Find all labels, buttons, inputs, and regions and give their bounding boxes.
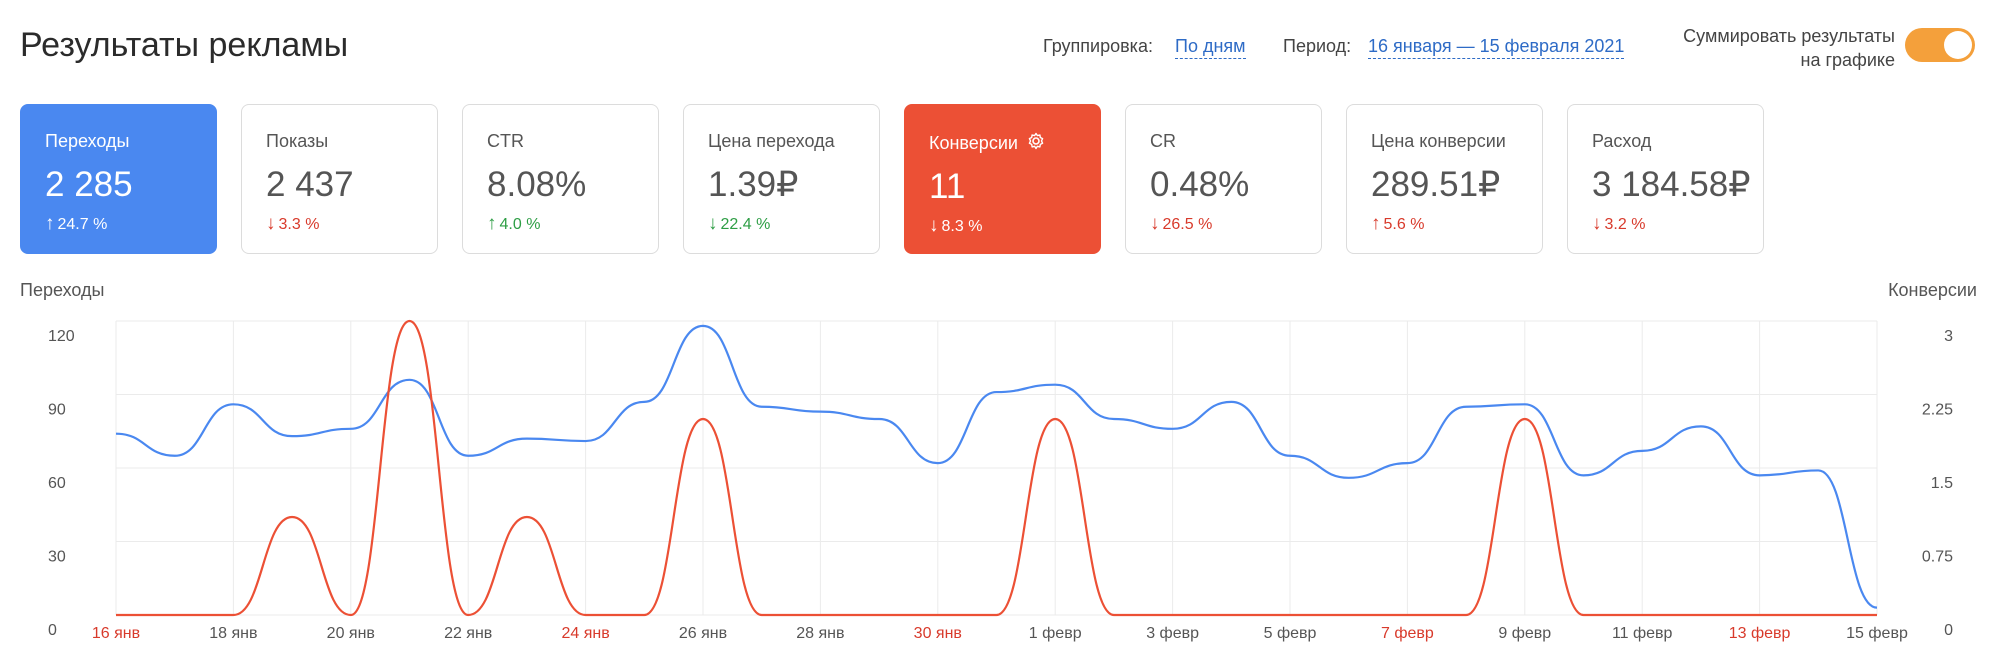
x-tick-label: 1 февр <box>1029 625 1082 642</box>
card-change-value: 3.3 % <box>278 216 320 233</box>
y-tick-left: 0 <box>48 622 57 639</box>
card-change: ↓ 22.4 % <box>708 213 879 234</box>
card-value: 0.48% <box>1150 165 1250 204</box>
x-tick-label: 15 февр <box>1846 625 1908 642</box>
card-ctr[interactable]: CTR 8.08% ↑ 4.0 % <box>462 104 659 254</box>
x-tick-label: 7 февр <box>1381 625 1434 642</box>
left-axis-title: Переходы <box>20 280 105 300</box>
arrow-down-icon: ↓ <box>929 215 939 236</box>
header-controls: Группировка: По дням Период: 16 января —… <box>0 32 1999 62</box>
gear-icon[interactable] <box>1026 131 1046 151</box>
x-tick-label: 9 февр <box>1498 625 1551 642</box>
card-change: ↓ 8.3 % <box>929 215 1100 236</box>
card-value: 8.08% <box>487 165 587 204</box>
summarize-label: Суммировать результаты на графике <box>1635 24 1895 72</box>
x-tick-label: 18 янв <box>209 625 257 642</box>
card-conversions[interactable]: Конверсии 11 ↓ 8.3 % <box>904 104 1101 254</box>
results-chart: 0 30 60 90 120 0 0.75 1.5 2.25 3 16 янв 18 янв 20 ян… <box>48 319 1953 642</box>
card-change-value: 8.3 % <box>941 218 983 235</box>
card-label: Показы <box>266 131 329 151</box>
card-cr[interactable]: CR 0.48% ↓ 26.5 % <box>1125 104 1322 254</box>
card-change-value: 24.7 % <box>57 216 108 233</box>
arrow-down-icon: ↓ <box>1592 213 1602 234</box>
x-tick-label: 24 янв <box>561 625 609 642</box>
card-cost-per-conversion[interactable]: Цена конверсии 289.51₽ ↑ 5.6 % <box>1346 104 1543 254</box>
y-tick-left: 90 <box>48 402 66 419</box>
x-tick-label: 30 янв <box>914 625 962 642</box>
toggle-knob <box>1944 31 1972 59</box>
y-tick-left: 30 <box>48 549 66 566</box>
grouping-dropdown[interactable]: По дням <box>1175 36 1246 59</box>
x-tick-label: 5 февр <box>1264 625 1317 642</box>
card-value: 289.51₽ <box>1371 165 1501 204</box>
card-label: Цена перехода <box>708 131 835 151</box>
y-tick-right: 3 <box>1944 328 1953 345</box>
period-label: Период: <box>1283 36 1352 56</box>
y-tick-right: 0 <box>1944 622 1953 639</box>
y-tick-left: 60 <box>48 475 66 492</box>
card-value: 2 437 <box>266 165 354 204</box>
y-tick-right: 1.5 <box>1931 475 1953 492</box>
card-value: 1.39₽ <box>708 165 799 204</box>
card-change: ↑ 24.7 % <box>45 213 216 234</box>
y-tick-left: 120 <box>48 328 75 345</box>
x-tick-label: 22 янв <box>444 625 492 642</box>
card-spend[interactable]: Расход 3 184.58₽ ↓ 3.2 % <box>1567 104 1764 254</box>
grouping-label: Группировка: <box>1043 36 1153 56</box>
x-tick-label: 28 янв <box>796 625 844 642</box>
card-label: Конверсии <box>929 133 1018 153</box>
card-label: Переходы <box>45 131 130 151</box>
right-axis-title: Конверсии <box>1888 280 1977 300</box>
arrow-up-icon: ↑ <box>487 213 497 234</box>
period-picker[interactable]: 16 января — 15 февраля 2021 <box>1368 36 1625 59</box>
page-title: Результаты рекламы <box>20 26 349 64</box>
x-tick-label: 16 янв <box>92 625 140 642</box>
card-change: ↓ 3.2 % <box>1592 213 1763 234</box>
arrow-down-icon: ↓ <box>1150 213 1160 234</box>
card-change: ↓ 3.3 % <box>266 213 437 234</box>
x-tick-label: 13 февр <box>1729 625 1791 642</box>
card-change: ↑ 5.6 % <box>1371 213 1542 234</box>
card-change: ↑ 4.0 % <box>487 213 658 234</box>
card-label: Расход <box>1592 131 1652 151</box>
y-tick-right: 2.25 <box>1922 402 1953 419</box>
arrow-down-icon: ↓ <box>708 213 718 234</box>
arrow-up-icon: ↑ <box>1371 213 1381 234</box>
summarize-label-line1: Суммировать результаты <box>1683 26 1895 46</box>
card-label: CTR <box>487 131 524 151</box>
card-change: ↓ 26.5 % <box>1150 213 1321 234</box>
card-label: CR <box>1150 131 1176 151</box>
card-impressions[interactable]: Показы 2 437 ↓ 3.3 % <box>241 104 438 254</box>
arrow-up-icon: ↑ <box>45 213 55 234</box>
card-change-value: 5.6 % <box>1383 216 1425 233</box>
card-change-value: 3.2 % <box>1604 216 1646 233</box>
card-change-value: 22.4 % <box>720 216 771 233</box>
card-change-value: 26.5 % <box>1162 216 1213 233</box>
x-tick-label: 26 янв <box>679 625 727 642</box>
x-tick-label: 20 янв <box>327 625 375 642</box>
card-change-value: 4.0 % <box>499 216 541 233</box>
card-value: 11 <box>929 167 966 206</box>
series-line-conversions <box>116 319 1877 617</box>
arrow-down-icon: ↓ <box>266 213 276 234</box>
card-label: Цена конверсии <box>1371 131 1506 151</box>
x-tick-label: 11 февр <box>1612 625 1673 642</box>
summarize-label-line2: на графике <box>1800 50 1896 70</box>
x-tick-label: 3 февр <box>1146 625 1199 642</box>
series-line-clicks <box>115 324 1878 609</box>
card-cpc[interactable]: Цена перехода 1.39₽ ↓ 22.4 % <box>683 104 880 254</box>
card-clicks[interactable]: Переходы 2 285 ↑ 24.7 % <box>20 104 217 254</box>
y-tick-right: 0.75 <box>1922 549 1953 566</box>
card-value: 3 184.58₽ <box>1592 165 1751 204</box>
summarize-toggle[interactable] <box>1905 28 1975 62</box>
card-value: 2 285 <box>45 165 133 204</box>
